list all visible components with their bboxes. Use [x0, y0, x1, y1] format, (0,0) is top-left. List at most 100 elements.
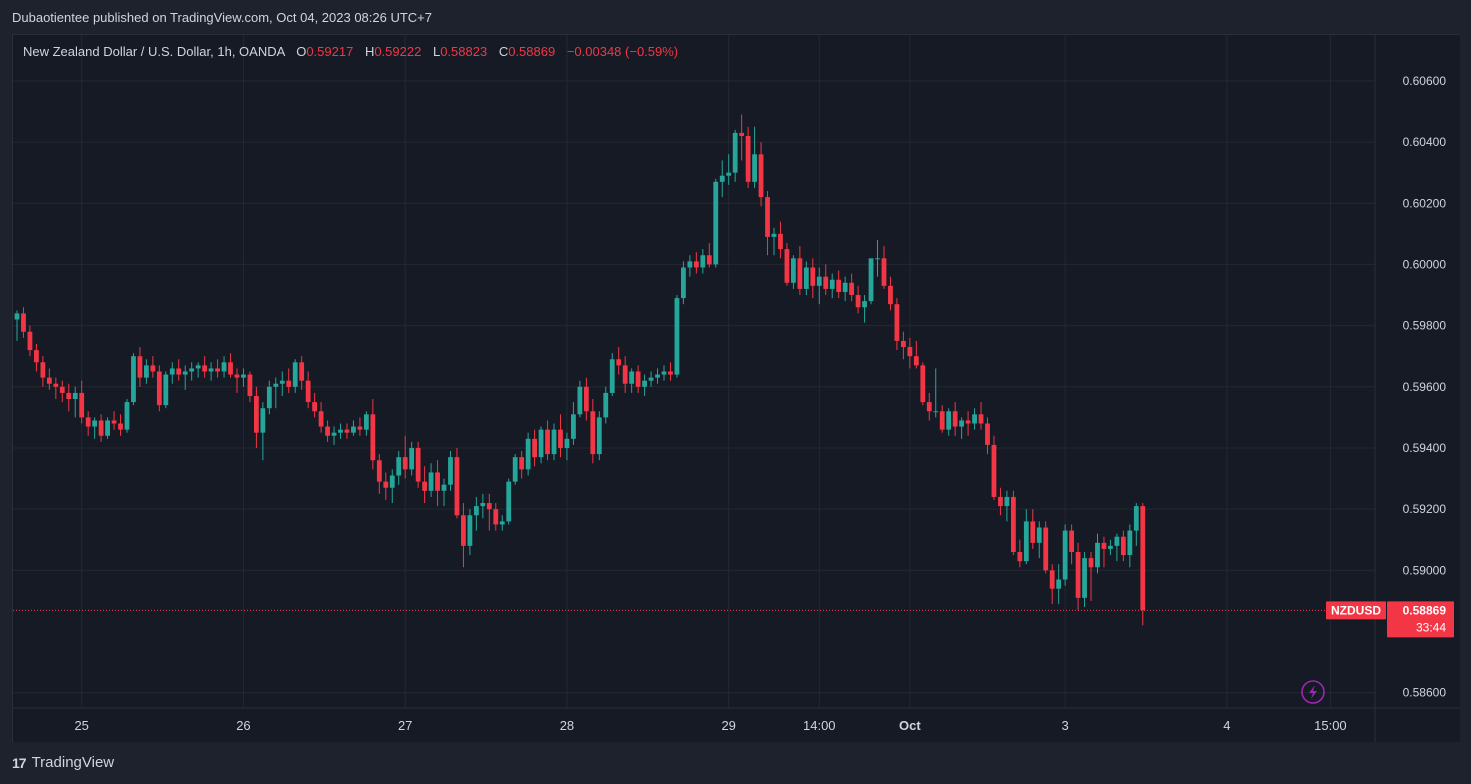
candle[interactable]: [823, 264, 829, 296]
candle[interactable]: [351, 420, 356, 436]
candle[interactable]: [176, 359, 182, 381]
candle[interactable]: [189, 362, 195, 381]
candle[interactable]: [661, 365, 667, 381]
candle[interactable]: [486, 493, 492, 531]
candle[interactable]: [998, 487, 1003, 516]
candle[interactable]: [1004, 490, 1010, 522]
candle[interactable]: [700, 249, 706, 274]
candle[interactable]: [357, 417, 363, 436]
candlestick-chart[interactable]: 0.60600 0.60400 0.60200 0.60000 0.59800 0.596…: [13, 35, 1460, 743]
candle[interactable]: [111, 411, 117, 430]
candle[interactable]: [713, 178, 719, 268]
candle[interactable]: [1140, 503, 1146, 626]
candle[interactable]: [14, 310, 20, 341]
candle[interactable]: [706, 243, 712, 268]
candle[interactable]: [545, 420, 550, 461]
candle[interactable]: [803, 261, 809, 296]
candle[interactable]: [985, 417, 990, 455]
candle[interactable]: [1069, 524, 1075, 565]
candle[interactable]: [331, 426, 337, 445]
candle[interactable]: [635, 365, 641, 393]
candle[interactable]: [1075, 542, 1081, 611]
candle[interactable]: [855, 285, 861, 314]
candle[interactable]: [144, 359, 149, 384]
candle[interactable]: [758, 142, 764, 207]
candle[interactable]: [79, 380, 85, 424]
candle[interactable]: [681, 261, 686, 305]
candle[interactable]: [1127, 524, 1133, 568]
candle[interactable]: [370, 399, 376, 470]
candle[interactable]: [933, 368, 939, 418]
candle[interactable]: [98, 414, 104, 442]
candle[interactable]: [195, 362, 201, 378]
candle[interactable]: [499, 515, 505, 531]
candle[interactable]: [325, 420, 330, 442]
candle[interactable]: [40, 356, 46, 387]
candle[interactable]: [687, 255, 693, 277]
candle[interactable]: [726, 154, 732, 185]
candle[interactable]: [991, 435, 997, 500]
candle[interactable]: [1036, 521, 1042, 559]
candle[interactable]: [85, 411, 91, 436]
candle[interactable]: [810, 258, 816, 299]
candle[interactable]: [454, 447, 460, 519]
candle[interactable]: [208, 362, 214, 381]
candle[interactable]: [279, 371, 285, 396]
candle[interactable]: [693, 252, 699, 274]
candle[interactable]: [266, 380, 272, 415]
candle[interactable]: [66, 383, 72, 412]
candle[interactable]: [363, 411, 369, 436]
candle[interactable]: [1095, 533, 1100, 574]
candle[interactable]: [836, 270, 842, 299]
candle[interactable]: [286, 368, 292, 393]
candle[interactable]: [913, 340, 919, 369]
candle[interactable]: [881, 246, 887, 289]
candle[interactable]: [512, 454, 518, 485]
candle[interactable]: [389, 469, 395, 504]
candle[interactable]: [668, 362, 673, 381]
candle[interactable]: [616, 347, 622, 375]
candle[interactable]: [1082, 551, 1087, 608]
candle[interactable]: [318, 402, 324, 433]
candle[interactable]: [473, 496, 479, 531]
candle[interactable]: [480, 493, 486, 519]
candle[interactable]: [448, 451, 453, 491]
candle[interactable]: [1023, 509, 1029, 565]
candle[interactable]: [273, 377, 279, 409]
candle[interactable]: [247, 371, 253, 403]
candle[interactable]: [1108, 539, 1113, 556]
candle[interactable]: [900, 331, 906, 360]
candle[interactable]: [131, 353, 136, 406]
candle[interactable]: [383, 472, 389, 500]
candle[interactable]: [894, 298, 900, 351]
candle[interactable]: [344, 423, 350, 439]
candle[interactable]: [888, 276, 893, 311]
candle[interactable]: [150, 356, 156, 378]
candle[interactable]: [53, 377, 59, 400]
candle[interactable]: [590, 399, 596, 464]
candle[interactable]: [551, 423, 557, 461]
candle[interactable]: [1133, 503, 1139, 546]
candle[interactable]: [338, 423, 343, 439]
candle[interactable]: [791, 255, 796, 289]
candle[interactable]: [1101, 536, 1107, 568]
candle[interactable]: [221, 356, 227, 378]
candle[interactable]: [21, 307, 26, 338]
candle[interactable]: [1043, 521, 1049, 574]
flash-icon[interactable]: [1301, 680, 1325, 704]
candle[interactable]: [771, 227, 777, 256]
candle[interactable]: [842, 276, 848, 302]
candle[interactable]: [655, 368, 660, 384]
candle[interactable]: [137, 347, 143, 387]
candle[interactable]: [1088, 551, 1094, 601]
candle[interactable]: [946, 408, 952, 436]
candle[interactable]: [493, 503, 499, 531]
candle[interactable]: [305, 371, 311, 409]
candle[interactable]: [260, 402, 266, 461]
candle[interactable]: [577, 380, 583, 418]
candle[interactable]: [46, 368, 52, 390]
candle[interactable]: [27, 325, 33, 357]
candle[interactable]: [926, 392, 932, 421]
candle[interactable]: [816, 267, 822, 305]
candle[interactable]: [253, 386, 259, 448]
